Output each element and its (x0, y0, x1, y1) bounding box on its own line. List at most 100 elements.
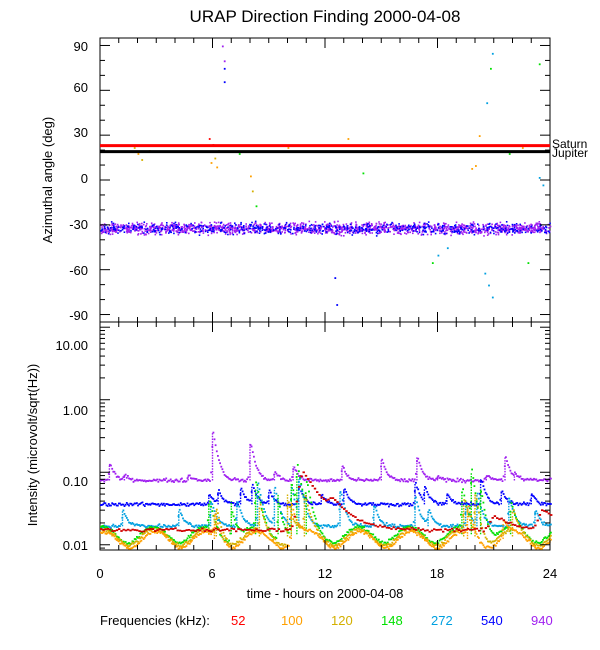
azimuth-point-940 (262, 228, 265, 231)
azimuth-point-940 (365, 234, 367, 236)
intensity-point-120 (264, 521, 266, 524)
azimuth-point-940 (120, 224, 122, 226)
intensity-point-540 (183, 503, 186, 505)
intensity-point-148 (446, 533, 449, 536)
azimuth-point-940 (343, 227, 346, 229)
intensity-point-940 (383, 465, 386, 468)
intensity-point-52 (325, 499, 328, 502)
intensity-point-100 (516, 531, 518, 533)
azimuth-point-540 (495, 227, 498, 230)
intensity-point-100 (181, 547, 183, 550)
intensity-point-540 (212, 498, 215, 500)
azimuth-point-940 (183, 223, 185, 226)
intensity-point-120 (332, 545, 335, 548)
intensity-point-272 (175, 524, 178, 527)
intensity-point-148 (191, 531, 193, 534)
azimuth-point-940 (138, 223, 141, 225)
intensity-point-120 (383, 544, 386, 547)
intensity-point-148 (447, 532, 450, 535)
intensity-point-940 (440, 477, 443, 480)
azimuth-point-940 (357, 227, 360, 229)
azimuth-outlier-point (446, 247, 449, 250)
intensity-point-100 (466, 508, 469, 511)
intensity-point-540 (266, 500, 269, 503)
intensity-point-940 (100, 479, 102, 482)
azimuth-point-540 (130, 230, 132, 232)
intensity-point-148 (397, 533, 399, 536)
intensity-point-272 (472, 519, 475, 522)
intensity-point-540 (205, 503, 208, 506)
intensity-point-272 (334, 524, 336, 527)
intensity-point-148 (367, 530, 370, 532)
azimuth-point-540 (241, 228, 243, 231)
intensity-point-540 (550, 503, 552, 505)
intensity-point-540 (314, 503, 317, 506)
intensity-point-120 (204, 528, 207, 531)
intensity-point-540 (115, 504, 118, 507)
intensity-point-272 (445, 524, 448, 527)
intensity-point-120 (223, 535, 226, 537)
azimuth-point-940 (111, 224, 114, 226)
intensity-point-540 (380, 502, 382, 505)
azimuth-point-940 (443, 227, 446, 230)
azimuth-point-540 (527, 228, 529, 230)
azimuth-point-940 (228, 229, 231, 232)
intensity-point-272 (532, 525, 534, 528)
intensity-point-148 (326, 538, 328, 541)
azimuth-outlier-point (478, 135, 481, 137)
intensity-point-148 (317, 525, 319, 528)
intensity-point-120 (412, 529, 415, 532)
intensity-point-100 (322, 540, 325, 543)
azimuth-point-940 (539, 231, 541, 234)
intensity-point-148 (476, 507, 479, 509)
intensity-point-148 (102, 525, 105, 527)
intensity-point-100 (543, 545, 545, 547)
intensity-point-540 (229, 501, 232, 504)
intensity-point-540 (327, 501, 330, 504)
intensity-point-540 (519, 502, 522, 505)
azimuth-point-540 (511, 227, 514, 230)
azimuth-point-540 (309, 225, 311, 227)
azimuth-point-540 (450, 228, 452, 230)
intensity-point-100 (313, 532, 316, 535)
intensity-point-540 (150, 502, 153, 505)
azimuth-point-940 (538, 223, 540, 225)
intensity-point-940 (444, 478, 446, 480)
intensity-point-940 (364, 479, 367, 482)
intensity-point-52 (475, 527, 479, 530)
intensity-point-540 (201, 503, 203, 506)
azimuth-point-540 (118, 229, 120, 232)
intensity-point-52 (250, 529, 254, 531)
azimuth-point-940 (375, 228, 377, 230)
intensity-point-272 (454, 525, 457, 527)
intensity-point-120 (182, 544, 184, 546)
intensity-point-120 (293, 520, 296, 523)
azimuth-point-940 (143, 228, 146, 230)
azimuth-point-940 (178, 229, 181, 231)
intensity-point-120 (140, 536, 143, 538)
intensity-point-120 (228, 543, 230, 546)
intensity-point-148 (526, 534, 529, 537)
azimuth-point-940 (202, 232, 205, 234)
intensity-point-52 (115, 529, 119, 532)
azimuth-point-540 (322, 225, 325, 228)
intensity-point-940 (325, 479, 327, 482)
azimuth-point-940 (456, 232, 459, 235)
intensity-point-120 (525, 535, 527, 538)
intensity-point-940 (501, 480, 504, 482)
azimuth-point-540 (376, 230, 379, 233)
intensity-point-940 (348, 477, 351, 479)
azimuth-point-540 (276, 227, 279, 229)
intensity-point-940 (375, 479, 378, 481)
intensity-point-148 (471, 468, 473, 471)
intensity-point-272 (134, 523, 137, 526)
intensity-point-940 (463, 480, 466, 482)
intensity-point-52 (356, 519, 359, 521)
azimuth-point-940 (117, 225, 120, 227)
azimuth-point-940 (111, 233, 114, 235)
intensity-point-540 (214, 500, 217, 502)
intensity-point-940 (393, 477, 396, 479)
intensity-point-148 (185, 539, 188, 541)
intensity-point-52 (421, 528, 425, 531)
intensity-point-272 (177, 515, 180, 518)
